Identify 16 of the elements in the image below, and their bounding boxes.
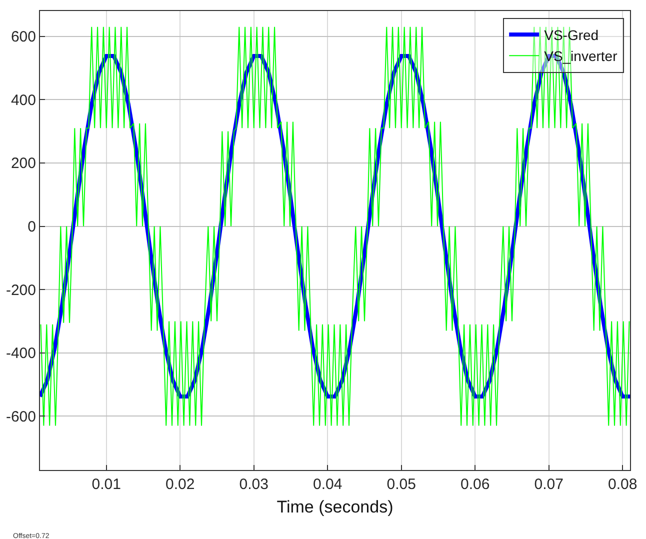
x-tick-label: 0.02 [166,476,195,493]
y-tick-label: -400 [6,345,36,362]
x-tick-label: 0.05 [386,476,416,493]
x-tick-label: 0.03 [239,476,268,493]
x-axis-title: Time (seconds) [276,497,394,516]
x-tick-label: 0.07 [534,476,564,493]
y-tick-label: 400 [10,92,36,109]
y-tick-label: 0 [28,218,36,236]
x-tick-label: 0.08 [608,476,638,493]
x-tick-label: 0.04 [313,476,342,493]
y-tick-label: 200 [10,155,36,172]
y-tick-label: -600 [6,408,36,426]
x-tick-label: 0.01 [92,476,121,493]
y-tick-label: -200 [6,282,36,299]
x-tick-label: 0.06 [460,476,490,493]
y-tick-label: 600 [10,28,36,46]
